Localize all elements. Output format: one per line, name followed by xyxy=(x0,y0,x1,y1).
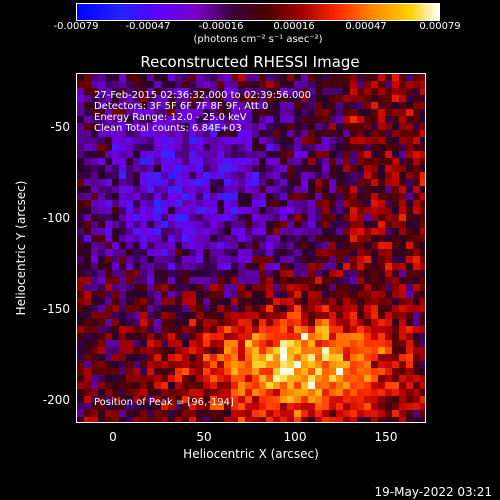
y-axis-label: Heliocentric Y (arcsec) xyxy=(14,180,28,316)
y-tick-label: -100 xyxy=(42,211,70,225)
info-time-range: 27-Feb-2015 02:36:32.000 to 02:39:56.000 xyxy=(94,90,312,101)
x-tick-label: 50 xyxy=(196,430,212,444)
info-energy-range: Energy Range: 12.0 - 25.0 keV xyxy=(94,112,247,123)
colorbar-tick-label: -0.00047 xyxy=(125,21,171,32)
rhessi-heatmap xyxy=(77,74,425,422)
x-tick-label: 150 xyxy=(374,430,398,444)
info-peak-position: Position of Peak = [96,-194] xyxy=(94,397,234,408)
timestamp-footer: 19-May-2022 03:21 xyxy=(374,485,492,499)
colorbar-tick-label: 0.00079 xyxy=(419,21,461,32)
colorbar-tick-label: 0.00016 xyxy=(273,21,315,32)
colorbar-tick-label: -0.00079 xyxy=(53,21,99,32)
image-panel: 27-Feb-2015 02:36:32.000 to 02:39:56.000… xyxy=(76,73,426,423)
image-title: Reconstructed RHESSI Image xyxy=(140,53,360,71)
info-method-counts: Clean Total counts: 6.84E+03 xyxy=(94,123,242,134)
x-tick-label: 100 xyxy=(283,430,307,444)
colorbar xyxy=(76,3,440,21)
y-tick-label: -200 xyxy=(42,393,70,407)
x-axis-label: Heliocentric X (arcsec) xyxy=(183,447,319,461)
y-tick-label: -150 xyxy=(42,302,70,316)
x-tick-label: 0 xyxy=(109,430,117,444)
colorbar-tick-label: 0.00047 xyxy=(345,21,387,32)
y-tick-label: -50 xyxy=(50,120,70,134)
colorbar-unit-label: (photons cm⁻² s⁻¹ asec⁻²) xyxy=(193,34,323,45)
info-detectors: Detectors: 3F 5F 6F 7F 8F 9F, Att 0 xyxy=(94,101,269,112)
colorbar-tick-label: -0.00016 xyxy=(198,21,244,32)
